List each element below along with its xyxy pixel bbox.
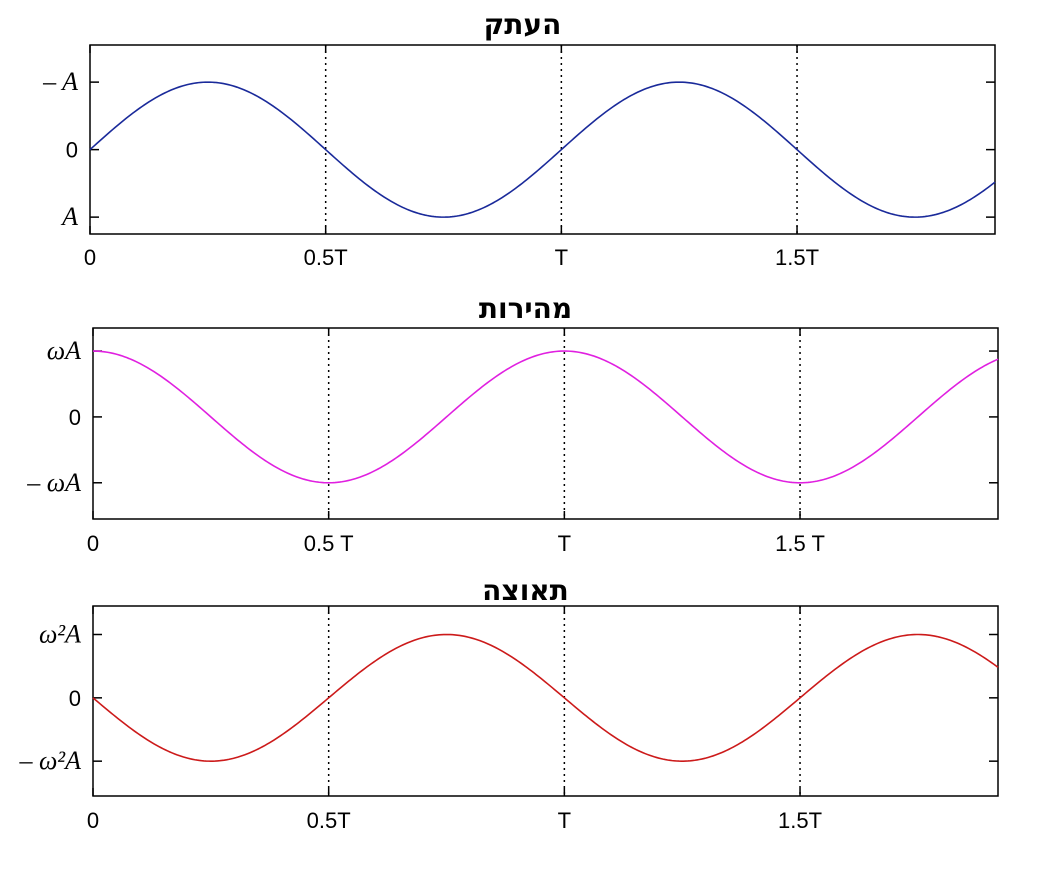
subplot-title: תאוצה	[482, 574, 569, 607]
series-line	[89, 81, 996, 218]
x-tick-label: 1.5 T	[775, 531, 825, 556]
subplot-2: מהירות 0 0.5 T T 1.5 T ωA 0 – ωA	[26, 292, 999, 556]
y-tick-label: ω²A	[39, 620, 81, 649]
x-tick-label: 1.5T	[775, 245, 819, 270]
y-tick-label: ωA	[47, 336, 81, 365]
y-tick-label: 0	[69, 405, 81, 430]
axes-box	[92, 327, 999, 520]
y-tick-label: 0	[66, 138, 78, 163]
y-tick-label: – A	[42, 67, 78, 96]
axes-box	[92, 605, 999, 797]
y-tick-label: A	[60, 202, 78, 231]
y-tick-label: 0	[69, 686, 81, 711]
x-tick-label: T	[558, 531, 571, 556]
series-line	[92, 350, 999, 484]
x-tick-label: 1.5T	[778, 808, 822, 833]
x-tick-label: 0.5T	[307, 808, 351, 833]
x-tick-label: 0	[84, 245, 96, 270]
x-tick-label: T	[558, 808, 571, 833]
subplot-3: תאוצה 0 0.5T T 1.5T ω²A 0 – ω²A	[18, 574, 999, 833]
y-tick-label: – ω²A	[18, 746, 81, 775]
y-tick-label: – ωA	[26, 468, 81, 497]
subplot-title: העתק	[484, 8, 562, 41]
x-tick-label: 0	[87, 808, 99, 833]
x-tick-label: 0.5 T	[304, 531, 354, 556]
x-tick-label: T	[555, 245, 568, 270]
x-tick-label: 0	[87, 531, 99, 556]
x-tick-label: 0.5T	[304, 245, 348, 270]
axes-box	[89, 44, 996, 235]
series-line	[92, 633, 999, 762]
subplot-title: מהירות	[479, 292, 572, 325]
